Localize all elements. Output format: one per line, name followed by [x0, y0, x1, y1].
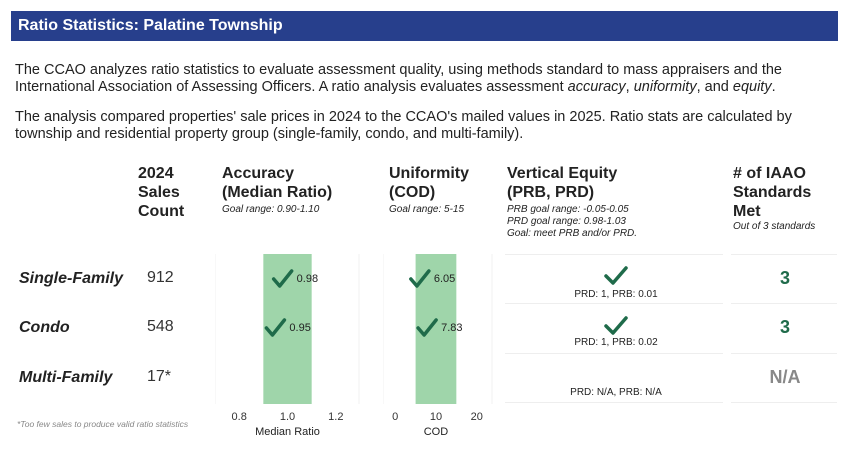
title-banner: Ratio Statistics: Palatine Township [11, 11, 838, 41]
uniformity-chart: 0 10 20 COD 6.05 7.83 [383, 254, 493, 438]
row-separator [731, 303, 837, 304]
equity-value-condo: PRD: 1, PRB: 0.02 [574, 337, 658, 348]
header-sales-count: 2024 Sales Count [138, 164, 184, 221]
row-separator [731, 254, 837, 255]
accuracy-chart: 0.8 1.0 1.2 Median Ratio 0.98 0.95 [215, 254, 360, 438]
goal-line: Goal: meet PRB and/or PRD. [507, 228, 638, 239]
accuracy-goal: Goal range: 0.90-1.10 [222, 204, 320, 215]
header-line: (PRB, PRD) [507, 184, 595, 201]
axis-tick-label: 0 [392, 411, 398, 423]
row-label-single-family: Single-Family [19, 270, 124, 287]
header-line: (COD) [389, 184, 436, 201]
intro-emphasis-accuracy: accuracy [567, 79, 626, 95]
intro-text: , [625, 79, 634, 95]
uniformity-goal: Goal range: 5-15 [389, 204, 465, 215]
row-label-multi-family: Multi-Family [19, 369, 113, 386]
axis-label: COD [424, 426, 449, 438]
intro-emphasis-equity: equity [732, 79, 772, 95]
row-separator [505, 303, 723, 304]
axis-label: Median Ratio [255, 426, 320, 438]
header-uniformity: Uniformity (COD) [389, 164, 469, 202]
data-point-check-icon [264, 318, 287, 337]
row-separator [505, 254, 723, 255]
intro-paragraph-2: The analysis compared properties' sale p… [15, 109, 792, 142]
standards-met-condo: 3 [779, 317, 790, 337]
standards-met-single-family: 3 [779, 268, 790, 288]
standards-met-multi-family: N/A [769, 367, 801, 387]
header-line: Accuracy [222, 165, 295, 182]
header-vertical-equity: Vertical Equity (PRB, PRD) [507, 164, 617, 202]
check-icon [604, 316, 628, 335]
standards-note: Out of 3 standards [733, 221, 816, 232]
header-line: Vertical Equity [507, 165, 618, 182]
data-label: 6.05 [434, 273, 455, 285]
header-line: # of IAAO [733, 165, 806, 182]
check-icon [604, 266, 628, 285]
footnote: *Too few sales to produce valid ratio st… [17, 419, 189, 429]
data-point-check-icon [416, 318, 438, 337]
data-point-check-icon [271, 269, 294, 288]
equity-value-single-family: PRD: 1, PRB: 0.01 [574, 289, 658, 300]
equity-goal: PRB goal range: -0.05-0.05 PRD goal rang… [507, 204, 637, 240]
data-label: 0.98 [297, 273, 318, 285]
header-line: 2024 [138, 165, 174, 182]
intro-text: . [771, 79, 776, 95]
row-separator [505, 402, 723, 403]
data-label: 0.95 [289, 322, 310, 334]
row-separator [731, 353, 837, 354]
sales-count-condo: 548 [147, 318, 174, 335]
equity-value-multi-family: PRD: N/A, PRB: N/A [570, 387, 662, 398]
goal-line: PRB goal range: -0.05-0.05 [507, 204, 629, 215]
sales-count-multi-family: 17* [147, 368, 172, 385]
page-title: Ratio Statistics: Palatine Township [18, 17, 283, 34]
row-separator [731, 402, 837, 403]
axis-tick-label: 0.8 [232, 411, 247, 423]
header-line: Count [138, 203, 185, 220]
goal-line: PRD goal range: 0.98-1.03 [507, 216, 626, 227]
axis-tick-label: 1.2 [328, 411, 343, 423]
row-separator [505, 353, 723, 354]
sales-count-single-family: 912 [147, 269, 174, 286]
axis-tick-label: 1.0 [280, 411, 295, 423]
header-line: Uniformity [389, 165, 469, 182]
intro-emphasis-uniformity: uniformity [633, 79, 697, 95]
data-label: 7.83 [441, 322, 462, 334]
axis-tick-label: 10 [430, 411, 442, 423]
intro-text: The CCAO analyzes ratio statistics to ev… [15, 62, 782, 95]
row-label-condo: Condo [19, 319, 70, 336]
intro-text: , and [696, 79, 733, 95]
axis-tick-label: 20 [471, 411, 483, 423]
header-line: Met [733, 203, 761, 220]
header-line: Sales [138, 184, 180, 201]
header-accuracy: Accuracy (Median Ratio) [222, 164, 332, 202]
intro-paragraph-1: The CCAO analyzes ratio statistics to ev… [15, 62, 835, 96]
header-line: Standards [733, 184, 812, 201]
header-standards-met: # of IAAO Standards Met [733, 164, 811, 221]
data-point-check-icon [409, 269, 431, 288]
header-line: (Median Ratio) [222, 184, 333, 201]
